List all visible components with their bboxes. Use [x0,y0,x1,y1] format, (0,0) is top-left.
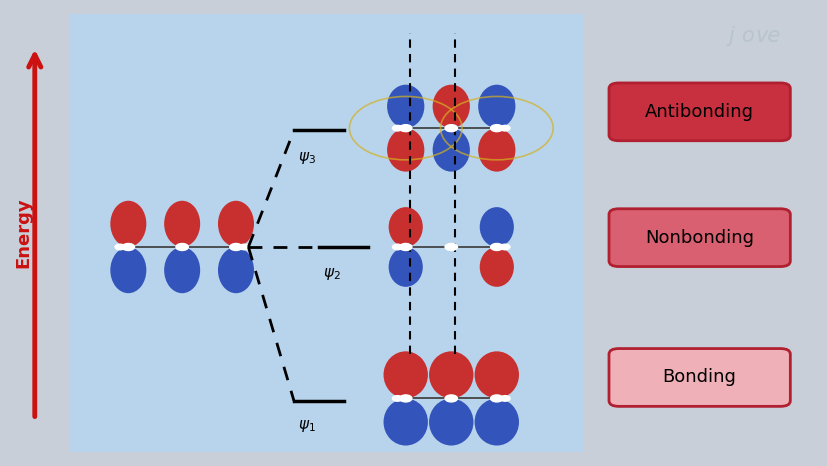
Text: Antibonding: Antibonding [644,103,753,121]
Ellipse shape [388,247,423,287]
Ellipse shape [474,351,519,398]
Ellipse shape [433,128,470,171]
FancyBboxPatch shape [609,209,789,267]
Ellipse shape [479,207,514,247]
Ellipse shape [110,247,146,293]
Ellipse shape [218,247,254,293]
Circle shape [500,244,509,250]
Circle shape [399,395,411,402]
Circle shape [445,125,457,132]
Text: Bonding: Bonding [662,369,736,386]
Text: Energy: Energy [14,198,32,268]
Ellipse shape [218,201,254,247]
FancyBboxPatch shape [609,83,789,141]
Ellipse shape [433,85,470,128]
Circle shape [399,243,411,251]
Ellipse shape [479,247,514,287]
Text: Nonbonding: Nonbonding [644,229,753,247]
Ellipse shape [386,128,423,171]
Circle shape [239,244,249,250]
Ellipse shape [474,398,519,445]
Circle shape [500,125,509,131]
Circle shape [399,125,411,132]
Text: $\psi_3$: $\psi_3$ [298,150,316,166]
Ellipse shape [110,201,146,247]
Circle shape [490,125,502,132]
Ellipse shape [164,201,200,247]
Text: $\psi_2$: $\psi_2$ [323,266,340,282]
Ellipse shape [164,247,200,293]
Ellipse shape [386,85,423,128]
Circle shape [445,243,457,251]
Circle shape [500,396,509,401]
Text: ve: ve [754,26,779,46]
Ellipse shape [428,398,473,445]
Ellipse shape [428,351,473,398]
Text: $\psi_1$: $\psi_1$ [298,418,315,434]
Circle shape [122,243,134,251]
Circle shape [490,395,502,402]
Ellipse shape [388,207,423,247]
Circle shape [445,395,457,402]
Circle shape [392,125,402,131]
Circle shape [490,243,502,251]
Circle shape [115,244,125,250]
Circle shape [392,396,402,401]
Ellipse shape [478,85,514,128]
Ellipse shape [478,128,514,171]
FancyBboxPatch shape [609,349,789,406]
Circle shape [230,243,242,251]
Ellipse shape [383,351,428,398]
Ellipse shape [383,398,428,445]
Circle shape [175,243,189,251]
Text: j: j [728,26,734,46]
FancyBboxPatch shape [70,14,583,452]
Circle shape [392,244,402,250]
Text: o: o [740,26,753,46]
